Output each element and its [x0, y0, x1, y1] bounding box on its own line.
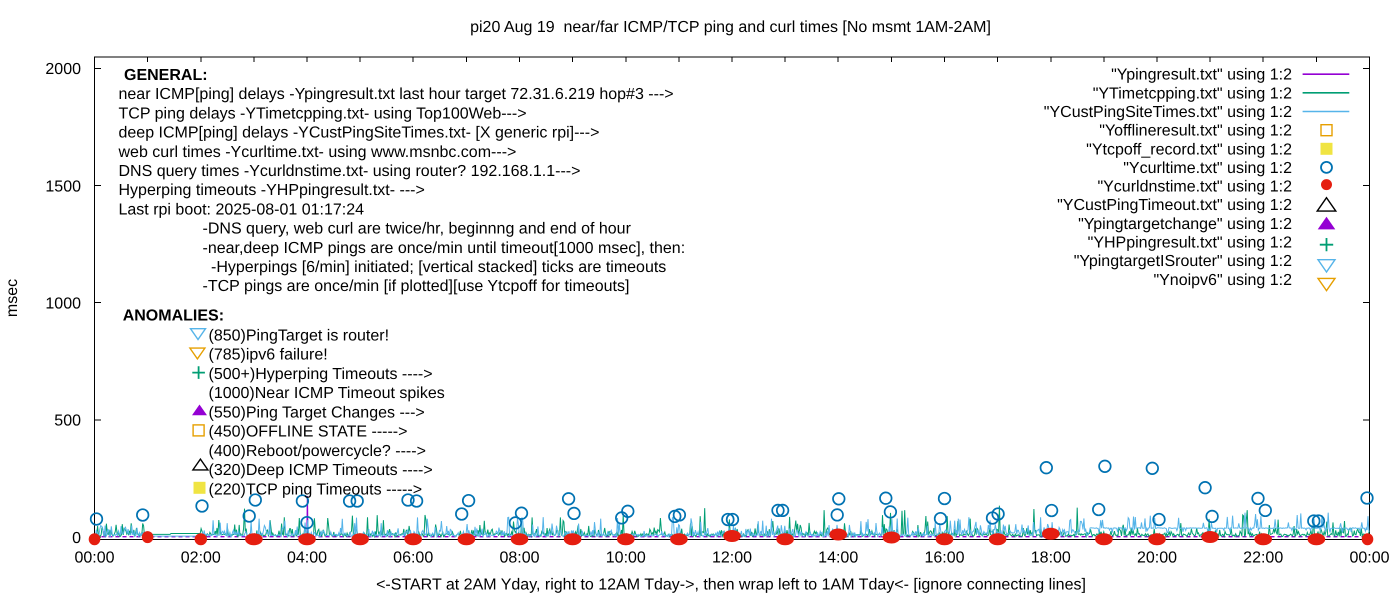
svg-text:"Ycurldnstime.txt" using 1:2: "Ycurldnstime.txt" using 1:2 — [1097, 179, 1292, 196]
svg-text:(220)TCP ping Timeouts ----->: (220)TCP ping Timeouts -----> — [209, 481, 423, 498]
svg-text:(450)OFFLINE STATE ----->: (450)OFFLINE STATE -----> — [209, 424, 408, 441]
svg-text:16:00: 16:00 — [924, 550, 964, 567]
svg-text:"Ytcpoff_record.txt" using 1:2: "Ytcpoff_record.txt" using 1:2 — [1086, 141, 1292, 158]
svg-text:-near,deep ICMP pings are once: -near,deep ICMP pings are once/min until… — [203, 240, 686, 257]
svg-text:(850)PingTarget is router!: (850)PingTarget is router! — [209, 327, 390, 344]
svg-text:06:00: 06:00 — [393, 550, 433, 567]
svg-text:"YpingtargetISrouter" using 1:: "YpingtargetISrouter" using 1:2 — [1074, 253, 1292, 270]
svg-text:10:00: 10:00 — [606, 550, 646, 567]
svg-text:18:00: 18:00 — [1031, 550, 1071, 567]
svg-text:"Ypingtargetchange" using 1:2: "Ypingtargetchange" using 1:2 — [1078, 216, 1292, 233]
svg-text:pi20 Aug 19 near/far ICMP/TCP: pi20 Aug 19 near/far ICMP/TCP ping and c… — [470, 19, 991, 36]
svg-text:GENERAL:: GENERAL: — [124, 67, 208, 84]
svg-text:04:00: 04:00 — [287, 550, 327, 567]
svg-text:Hyperping timeouts -YHPpingres: Hyperping timeouts -YHPpingresult.txt- -… — [119, 182, 425, 199]
svg-text:"YTimetcpping.txt" using 1:2: "YTimetcpping.txt" using 1:2 — [1093, 85, 1292, 102]
svg-text:02:00: 02:00 — [181, 550, 221, 567]
svg-text:ANOMALIES:: ANOMALIES: — [123, 308, 224, 325]
svg-text:(1000)Near ICMP Timeout spikes: (1000)Near ICMP Timeout spikes — [209, 385, 445, 402]
svg-text:1000: 1000 — [45, 295, 81, 312]
svg-text:"YCustPingSiteTimes.txt" using: "YCustPingSiteTimes.txt" using 1:2 — [1044, 104, 1292, 121]
svg-text:0: 0 — [72, 530, 81, 547]
svg-text:"Ynoipv6" using 1:2: "Ynoipv6" using 1:2 — [1153, 272, 1292, 289]
svg-text:500: 500 — [54, 413, 81, 430]
svg-text:-DNS query, web curl are twice: -DNS query, web curl are twice/hr, begin… — [203, 221, 632, 238]
svg-text:14:00: 14:00 — [818, 550, 858, 567]
svg-text:msec: msec — [4, 279, 21, 317]
svg-text:deep ICMP[ping] delays -YCustP: deep ICMP[ping] delays -YCustPingSiteTim… — [119, 125, 600, 142]
svg-text:"Ycurltime.txt" using 1:2: "Ycurltime.txt" using 1:2 — [1123, 160, 1292, 177]
svg-text:"Ypingresult.txt" using 1:2: "Ypingresult.txt" using 1:2 — [1111, 67, 1292, 84]
svg-text:00:00: 00:00 — [74, 550, 114, 567]
svg-text:22:00: 22:00 — [1243, 550, 1283, 567]
svg-text:(320)Deep ICMP Timeouts ---->: (320)Deep ICMP Timeouts ----> — [209, 462, 433, 479]
svg-text:12:00: 12:00 — [712, 550, 752, 567]
svg-text:<-START at 2AM Yday, right to: <-START at 2AM Yday, right to 12AM Tday-… — [376, 577, 1086, 594]
svg-text:(500+)Hyperping Timeouts ---->: (500+)Hyperping Timeouts ----> — [209, 366, 433, 383]
svg-text:"Yofflineresult.txt" using 1:2: "Yofflineresult.txt" using 1:2 — [1099, 123, 1292, 140]
svg-text:2000: 2000 — [45, 61, 81, 78]
svg-text:web curl times -Ycurltime.txt-: web curl times -Ycurltime.txt- using www… — [118, 144, 517, 161]
svg-text:20:00: 20:00 — [1137, 550, 1177, 567]
svg-text:DNS query times -Ycurldnstime.: DNS query times -Ycurldnstime.txt- using… — [119, 163, 581, 180]
svg-text:TCP ping delays -YTimetcpping.: TCP ping delays -YTimetcpping.txt- using… — [119, 105, 527, 122]
svg-text:near ICMP[ping] delays -Ypingr: near ICMP[ping] delays -Ypingresult.txt … — [119, 86, 674, 103]
svg-text:08:00: 08:00 — [499, 550, 539, 567]
svg-text:-Hyperpings [6/min] initiated;: -Hyperpings [6/min] initiated; [vertical… — [211, 259, 666, 276]
svg-text:(400)Reboot/powercycle? ---->: (400)Reboot/powercycle? ----> — [209, 443, 426, 460]
svg-text:00:00: 00:00 — [1349, 550, 1389, 567]
svg-text:1500: 1500 — [45, 178, 81, 195]
svg-text:-TCP pings are once/min [if pl: -TCP pings are once/min [if plotted][use… — [203, 278, 630, 295]
svg-text:(550)Ping Target Changes --->: (550)Ping Target Changes ---> — [209, 404, 425, 421]
svg-text:"YCustPingTimeout.txt" using 1: "YCustPingTimeout.txt" using 1:2 — [1057, 197, 1292, 214]
svg-text:(785)ipv6 failure!: (785)ipv6 failure! — [209, 347, 328, 364]
svg-text:"YHPpingresult.txt" using 1:2: "YHPpingresult.txt" using 1:2 — [1088, 235, 1292, 252]
svg-text:Last rpi boot: 2025-08-01 01:1: Last rpi boot: 2025-08-01 01:17:24 — [119, 201, 365, 218]
